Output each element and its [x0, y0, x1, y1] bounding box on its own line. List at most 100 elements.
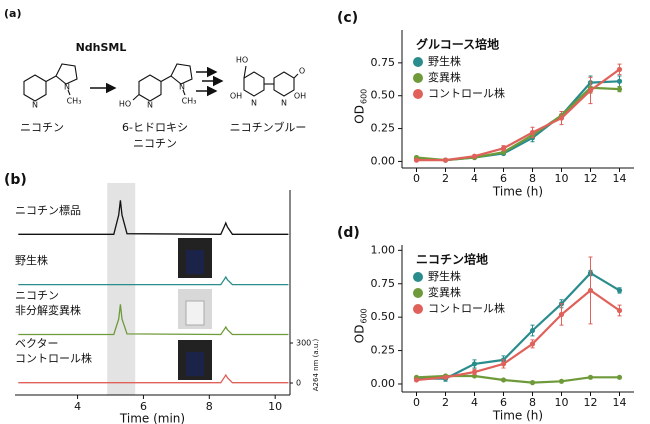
legend-label: 変異株 — [428, 285, 461, 299]
highlight-band — [107, 183, 136, 395]
x-tick-label: 4 — [74, 400, 81, 413]
trace — [18, 200, 289, 235]
data-point — [413, 377, 420, 383]
data-point — [587, 374, 594, 380]
x-tick-label: 8 — [529, 396, 536, 409]
atom-label: O — [299, 67, 305, 76]
data-point — [471, 153, 478, 159]
x-tick-label: 10 — [268, 400, 282, 413]
y-axis-label-group: A264 nm (a.u.) — [312, 338, 320, 391]
trace — [18, 373, 289, 384]
x-tick-label: 4 — [471, 396, 478, 409]
atom-label: CH₃ — [182, 97, 197, 106]
atom-label: N — [32, 101, 38, 110]
x-tick-label: 6 — [140, 400, 147, 413]
trace-label: 非分解変異株 — [15, 303, 81, 317]
y-tick-label: 0.00 — [371, 154, 396, 167]
legend-marker — [413, 272, 423, 282]
legend-marker — [413, 288, 423, 298]
series-line — [416, 68, 621, 162]
legend-title: グルコース培地 — [416, 37, 499, 52]
panel-label: (d) — [337, 225, 360, 241]
y-tick-label: 0.75 — [371, 277, 396, 290]
compound-name: ニコチンブルー — [230, 120, 307, 134]
atom-label: HO — [119, 100, 131, 109]
atom-label: N — [251, 99, 257, 108]
y-tick-label: 0.00 — [371, 377, 396, 390]
x-axis-label: Time (h) — [492, 409, 543, 423]
y-tick-label: 0 — [296, 379, 301, 388]
y-tick-label: 0.75 — [371, 56, 396, 69]
legend-marker — [413, 57, 423, 67]
data-point — [616, 78, 623, 84]
x-tick-label: 4 — [471, 172, 478, 185]
x-tick-label: 10 — [555, 396, 569, 409]
data-point — [558, 378, 565, 384]
data-point — [616, 374, 623, 380]
y-axis-label-subscript: 600 — [360, 308, 369, 323]
y-axis-label: OD — [353, 325, 367, 344]
x-tick-label: 2 — [442, 396, 449, 409]
data-point — [500, 145, 507, 151]
trace-label: ベクター — [15, 337, 59, 350]
legend-label: 野生株 — [428, 269, 461, 283]
structures — [23, 63, 299, 102]
legend-label: 変異株 — [428, 70, 461, 84]
atom-label: HO — [236, 56, 248, 65]
panel-label: (a) — [4, 7, 21, 20]
legend-label: 野生株 — [428, 54, 461, 68]
data-point — [616, 287, 623, 294]
x-tick-label: 8 — [529, 172, 536, 185]
y-tick-label: 0.25 — [371, 344, 396, 357]
compound-name: ニコチン — [20, 121, 64, 134]
compound-name: 6-ヒドロキシ — [122, 121, 188, 134]
enzyme-label: NdhSML — [76, 41, 127, 54]
y-tick-label: 1.00 — [371, 243, 396, 256]
x-tick-label: 12 — [584, 172, 598, 185]
x-tick-label: 6 — [500, 172, 507, 185]
y-tick-label: 0.50 — [371, 310, 396, 323]
atom-label: CH₃ — [67, 97, 82, 106]
data-point — [558, 311, 565, 318]
data-point — [500, 361, 507, 367]
y-axis-label-subscript: 600 — [360, 89, 369, 104]
y-tick-label: 0.25 — [371, 122, 396, 135]
data-point — [442, 374, 449, 380]
data-point — [413, 157, 420, 163]
panel-label: (c) — [337, 10, 358, 26]
legend-label: コントロール株 — [428, 86, 505, 100]
x-tick-label: 14 — [613, 396, 627, 409]
x-tick-label: 2 — [442, 172, 449, 185]
data-point — [529, 380, 536, 386]
x-tick-label: 12 — [584, 396, 598, 409]
series-line — [416, 289, 621, 382]
trace-label: コントロール株 — [15, 351, 92, 365]
data-point — [616, 86, 623, 92]
atom-label: N — [64, 83, 70, 92]
x-tick-label: 0 — [413, 396, 420, 409]
legend-label: コントロール株 — [428, 301, 505, 315]
legend-marker — [413, 89, 423, 99]
vial-photos — [178, 238, 212, 380]
data-point — [587, 87, 594, 94]
trace-label: 野生株 — [15, 253, 48, 267]
data-point — [558, 115, 565, 121]
atom-label: N — [179, 83, 185, 92]
panel-label: (b) — [4, 172, 27, 188]
data-point — [471, 369, 478, 375]
trace-label: ニコチン標品 — [15, 203, 81, 217]
compound-name: ニコチン — [133, 137, 177, 150]
trace-label: ニコチン — [15, 289, 59, 302]
y-tick-label: 300 — [296, 339, 311, 348]
atom-label: N — [147, 101, 153, 110]
trace — [18, 275, 289, 286]
x-tick-label: 10 — [555, 172, 569, 185]
legend-title: ニコチン培地 — [416, 252, 488, 267]
x-axis-label: Time (h) — [492, 185, 543, 199]
data-point — [616, 66, 623, 73]
x-axis-label: Time (min) — [119, 412, 185, 424]
data-point — [587, 287, 594, 294]
y-axis-label: OD — [353, 105, 367, 124]
